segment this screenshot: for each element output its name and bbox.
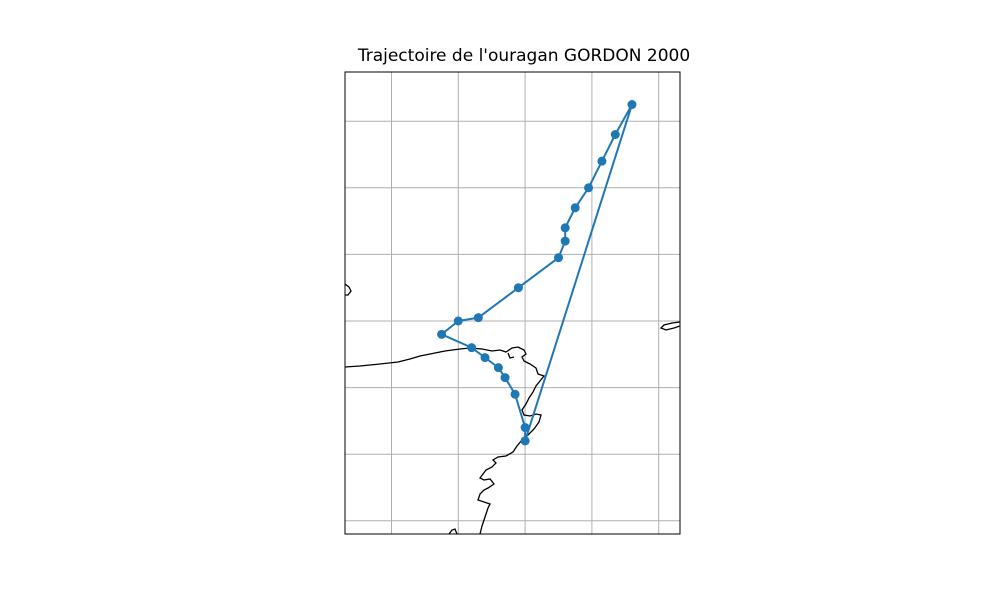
track-line	[440, 103, 633, 442]
gridlines	[345, 72, 680, 534]
track-point	[560, 236, 570, 246]
coastline-south-fragment	[448, 528, 458, 534]
track-point	[584, 183, 594, 193]
track-point	[520, 423, 530, 433]
map-frame	[344, 71, 681, 535]
map-title: Trajectoire de l'ouragan GORDON 2000	[357, 46, 691, 66]
track-point	[453, 316, 463, 326]
track-point	[570, 203, 580, 213]
coastline-cuba	[659, 321, 680, 331]
track-point	[493, 363, 503, 373]
track-point	[627, 100, 637, 110]
track-point	[437, 329, 447, 339]
track-point	[510, 389, 520, 399]
track-point	[560, 223, 570, 233]
coastline-yucatan	[345, 346, 546, 534]
track-point	[554, 253, 563, 263]
track-point	[473, 313, 483, 323]
track-point	[597, 156, 607, 166]
track-point	[500, 373, 510, 383]
coastlines	[345, 283, 680, 534]
track-point	[480, 353, 490, 363]
track-point	[467, 343, 477, 353]
coastline-notch	[507, 352, 515, 359]
track-point	[610, 130, 620, 140]
coastline-left-island	[345, 283, 352, 296]
track-point	[513, 283, 523, 293]
storm-track	[437, 100, 637, 446]
track-point	[520, 436, 530, 446]
